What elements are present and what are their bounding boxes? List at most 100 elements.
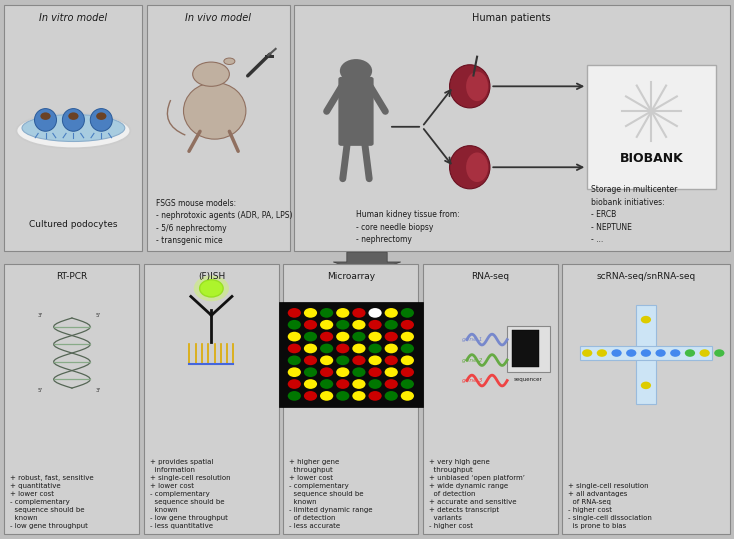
Circle shape xyxy=(320,368,333,377)
Circle shape xyxy=(352,391,366,400)
FancyBboxPatch shape xyxy=(587,65,716,189)
Circle shape xyxy=(352,308,366,317)
FancyBboxPatch shape xyxy=(580,346,712,360)
Circle shape xyxy=(68,112,79,120)
Circle shape xyxy=(336,368,349,377)
Circle shape xyxy=(385,391,398,400)
Circle shape xyxy=(385,379,398,389)
Circle shape xyxy=(352,331,366,342)
Ellipse shape xyxy=(466,72,488,101)
Circle shape xyxy=(336,308,349,317)
Text: 5': 5' xyxy=(95,313,100,318)
Circle shape xyxy=(40,112,51,120)
FancyBboxPatch shape xyxy=(147,5,290,251)
Circle shape xyxy=(368,331,382,342)
Circle shape xyxy=(385,356,398,365)
Circle shape xyxy=(641,349,651,357)
Circle shape xyxy=(385,320,398,329)
Text: In vitro model: In vitro model xyxy=(40,13,107,24)
Text: gene 1: gene 1 xyxy=(462,337,483,342)
Circle shape xyxy=(320,308,333,317)
Ellipse shape xyxy=(192,62,229,86)
Circle shape xyxy=(368,391,382,400)
Text: RT-PCR: RT-PCR xyxy=(57,272,87,281)
Circle shape xyxy=(304,344,317,354)
Text: + very high gene
  throughput
+ unbiased ‘open platform’
+ wide dynamic range
  : + very high gene throughput + unbiased ‘… xyxy=(429,459,525,529)
Ellipse shape xyxy=(34,108,57,131)
Circle shape xyxy=(670,349,680,357)
Circle shape xyxy=(200,280,223,297)
FancyBboxPatch shape xyxy=(562,264,730,534)
Circle shape xyxy=(96,112,106,120)
Circle shape xyxy=(597,349,607,357)
Circle shape xyxy=(401,379,414,389)
Ellipse shape xyxy=(224,58,235,65)
Circle shape xyxy=(288,320,301,329)
Text: Storage in multicenter
biobank initiatives:
- ERCB
- NEPTUNE
- ...: Storage in multicenter biobank initiativ… xyxy=(591,185,677,244)
Circle shape xyxy=(401,368,414,377)
Circle shape xyxy=(288,308,301,317)
FancyArrow shape xyxy=(333,252,401,274)
Circle shape xyxy=(368,356,382,365)
Text: sequencer: sequencer xyxy=(514,377,543,382)
Circle shape xyxy=(320,391,333,400)
FancyBboxPatch shape xyxy=(507,326,550,372)
FancyBboxPatch shape xyxy=(338,77,374,146)
Text: BIOBANK: BIOBANK xyxy=(619,152,683,165)
Text: FSGS mouse models:
- nephrotoxic agents (ADR, PA, LPS)
- 5/6 nephrectomy
- trans: FSGS mouse models: - nephrotoxic agents … xyxy=(156,199,292,245)
Text: + robust, fast, sensitive
+ quantitative
+ lower cost
- complementary
  sequence: + robust, fast, sensitive + quantitative… xyxy=(10,475,94,529)
Text: 3': 3' xyxy=(38,313,43,318)
Circle shape xyxy=(194,275,229,301)
Text: (F)ISH: (F)ISH xyxy=(197,272,225,281)
Circle shape xyxy=(368,308,382,317)
FancyBboxPatch shape xyxy=(144,264,279,534)
Ellipse shape xyxy=(90,108,112,131)
Circle shape xyxy=(401,320,414,329)
Circle shape xyxy=(304,331,317,342)
Circle shape xyxy=(385,344,398,354)
Circle shape xyxy=(336,331,349,342)
Ellipse shape xyxy=(22,114,125,141)
Circle shape xyxy=(655,349,666,357)
Circle shape xyxy=(320,331,333,342)
Circle shape xyxy=(368,320,382,329)
Circle shape xyxy=(401,344,414,354)
Circle shape xyxy=(368,344,382,354)
Text: Human patients: Human patients xyxy=(472,13,551,24)
Ellipse shape xyxy=(466,153,488,182)
Circle shape xyxy=(340,59,372,83)
Circle shape xyxy=(288,391,301,400)
Circle shape xyxy=(304,308,317,317)
Text: + single-cell resolution
+ all advantages
  of RNA-seq
- higher cost
- single-ce: + single-cell resolution + all advantage… xyxy=(568,483,652,529)
Circle shape xyxy=(385,308,398,317)
Circle shape xyxy=(320,320,333,329)
Circle shape xyxy=(304,356,317,365)
Circle shape xyxy=(320,379,333,389)
FancyBboxPatch shape xyxy=(279,302,423,407)
Circle shape xyxy=(385,368,398,377)
Circle shape xyxy=(352,379,366,389)
Text: gene 3: gene 3 xyxy=(462,378,483,383)
Text: 3': 3' xyxy=(95,388,100,393)
Circle shape xyxy=(304,379,317,389)
Circle shape xyxy=(336,379,349,389)
Circle shape xyxy=(336,356,349,365)
Circle shape xyxy=(352,344,366,354)
FancyBboxPatch shape xyxy=(283,264,418,534)
Circle shape xyxy=(288,331,301,342)
Text: gene 2: gene 2 xyxy=(462,357,483,363)
Circle shape xyxy=(385,331,398,342)
Circle shape xyxy=(641,316,651,323)
FancyBboxPatch shape xyxy=(294,5,730,251)
FancyBboxPatch shape xyxy=(4,264,139,534)
Text: + higher gene
  throughput
+ lower cost
- complementary
  sequence should be
  k: + higher gene throughput + lower cost - … xyxy=(289,459,373,529)
Text: Human kidney tissue from:
- core needle biopsy
- nephrectomy: Human kidney tissue from: - core needle … xyxy=(356,210,459,244)
Circle shape xyxy=(352,368,366,377)
Circle shape xyxy=(336,320,349,329)
Ellipse shape xyxy=(449,65,490,108)
FancyBboxPatch shape xyxy=(4,5,142,251)
Circle shape xyxy=(700,349,710,357)
Circle shape xyxy=(288,379,301,389)
Circle shape xyxy=(320,356,333,365)
Text: + provides spatial
  information
+ single-cell resolution
+ lower cost
- complem: + provides spatial information + single-… xyxy=(150,459,230,529)
